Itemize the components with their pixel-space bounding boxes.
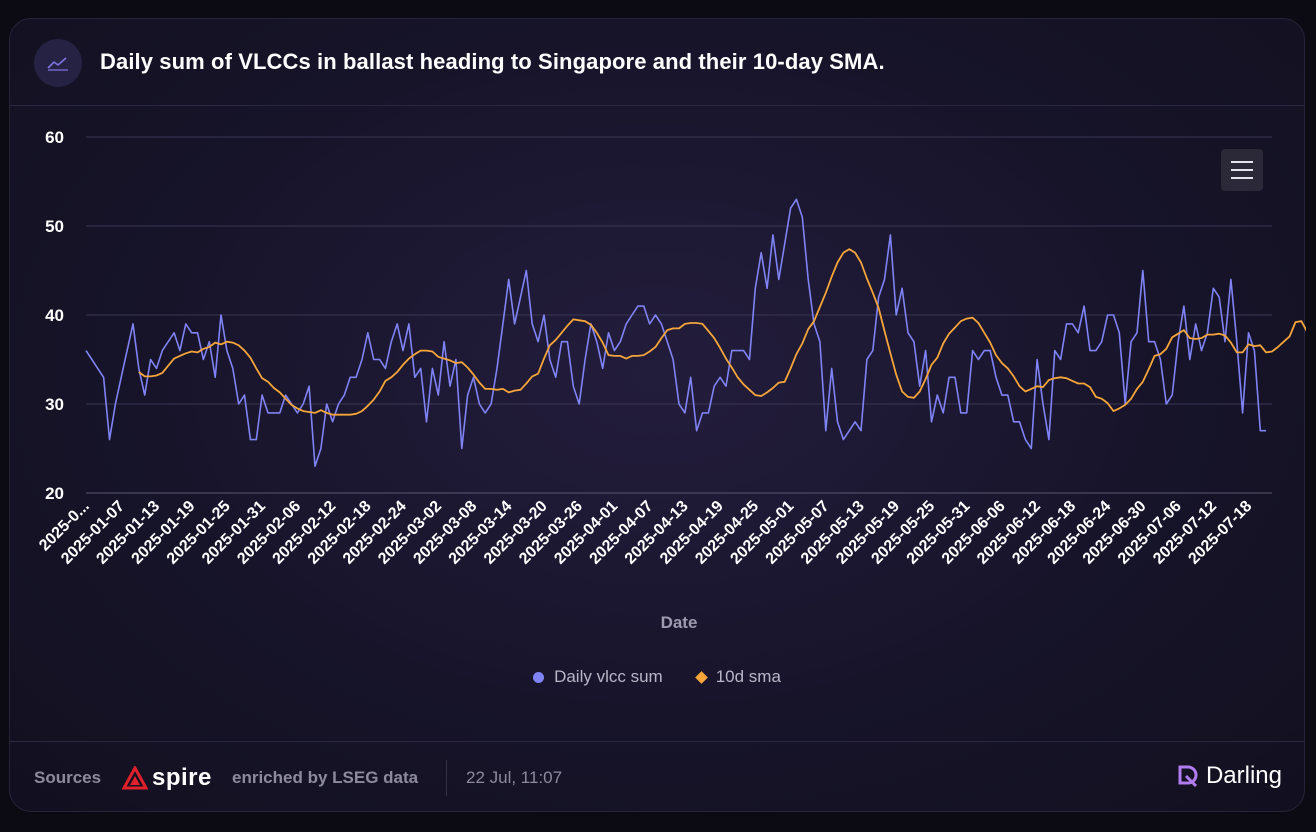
darling-brand-text: Darling <box>1205 762 1282 789</box>
y-tick-label: 50 <box>45 217 64 236</box>
card-footer: Sources spire enriched by LSEG data 22 J… <box>10 741 1304 814</box>
sma-line <box>138 248 1306 416</box>
y-tick-label: 60 <box>45 128 64 147</box>
legend-marker-sma <box>694 670 708 684</box>
spire-brand-text: spire <box>152 764 212 791</box>
menu-icon-line <box>1231 177 1253 179</box>
darling-icon <box>1178 765 1198 788</box>
y-tick-label: 30 <box>45 395 64 414</box>
footer-divider <box>446 760 447 796</box>
x-axis-label: Date <box>661 613 698 632</box>
sources-label: Sources <box>34 768 102 787</box>
enriched-text: enriched by LSEG data <box>232 768 419 787</box>
timestamp: 22 Jul, 11:07 <box>466 768 563 787</box>
legend-item-sma[interactable]: 10d sma <box>694 667 781 687</box>
line-chart: 20304050602025-0...2025-01-072025-01-132… <box>36 128 1306 632</box>
chart-title: Daily sum of VLCCs in ballast heading to… <box>100 49 885 74</box>
legend-marker-daily <box>533 671 545 683</box>
spire-logo[interactable]: spire <box>122 764 212 792</box>
chart-icon <box>34 39 82 87</box>
card-header: Daily sum of VLCCs in ballast heading to… <box>10 19 1304 106</box>
chart-menu-button[interactable] <box>1221 149 1263 191</box>
spire-triangle-icon <box>122 766 148 790</box>
legend-label-daily: Daily vlcc sum <box>554 667 663 686</box>
chart-card: Daily sum of VLCCs in ballast heading to… <box>9 18 1306 814</box>
chart-legend: Daily vlcc sum 10d sma <box>10 667 1304 687</box>
y-tick-label: 40 <box>45 306 64 325</box>
y-tick-label: 20 <box>45 484 64 503</box>
legend-item-daily[interactable]: Daily vlcc sum <box>533 667 663 687</box>
darling-logo[interactable]: Darling <box>1176 762 1282 790</box>
menu-icon-line <box>1231 161 1253 163</box>
legend-label-sma: 10d sma <box>715 667 781 686</box>
menu-icon-line <box>1231 169 1253 171</box>
daily-vlcc-sum-line <box>85 198 1267 468</box>
